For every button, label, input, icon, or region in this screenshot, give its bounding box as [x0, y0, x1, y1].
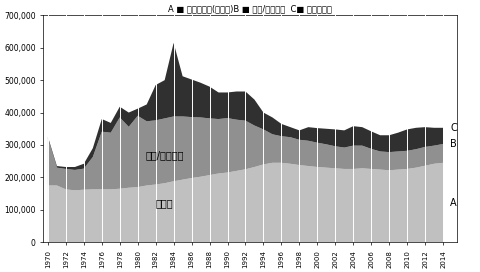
- Text: C: C: [449, 123, 456, 133]
- Text: 군복무: 군복무: [156, 198, 173, 208]
- Text: 전환/대체복무: 전환/대체복무: [145, 150, 183, 160]
- Text: B: B: [449, 139, 456, 149]
- Title: A ■ 현역병입영(군복무)B ■ 전환/대체복무  C■ 징병검사자: A ■ 현역병입영(군복무)B ■ 전환/대체복무 C■ 징병검사자: [168, 4, 331, 13]
- Text: A: A: [449, 198, 456, 208]
